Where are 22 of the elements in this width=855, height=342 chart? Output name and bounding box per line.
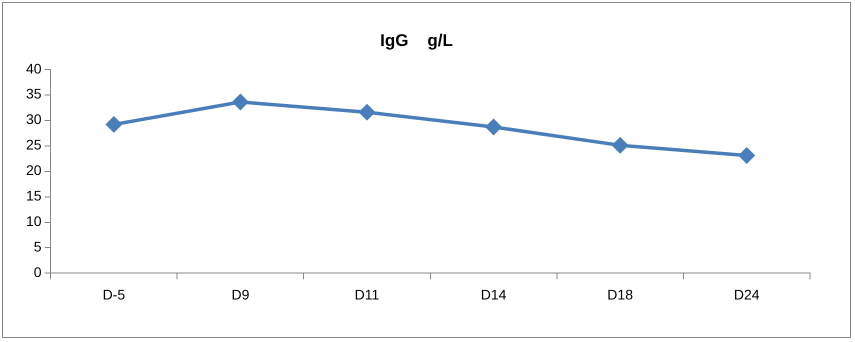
x-tick-label: D11 [354,286,380,302]
y-tick-label: 20 [26,162,42,178]
x-tick-label: D14 [480,286,507,302]
x-tick-label: D-5 [102,286,126,302]
x-tick-label: D9 [231,286,250,302]
point [359,104,375,120]
point [612,138,628,154]
point [738,148,754,164]
y-tick-label: 25 [26,136,42,153]
y-tick-label: 30 [26,111,42,128]
y-tick-label: 0 [34,264,42,280]
point [232,94,248,110]
x-tick-label: D24 [734,286,760,302]
y-tick-label: 5 [34,238,42,255]
point [106,116,122,132]
y-tick-label: 10 [26,213,42,230]
x-tick-label: D18 [607,286,634,302]
chart-title: IgG g/L [380,30,453,50]
y-tick-label: 15 [26,188,42,204]
y-tick-label: 35 [26,86,42,102]
y-tick-label: 40 [26,60,42,76]
point [486,119,502,135]
